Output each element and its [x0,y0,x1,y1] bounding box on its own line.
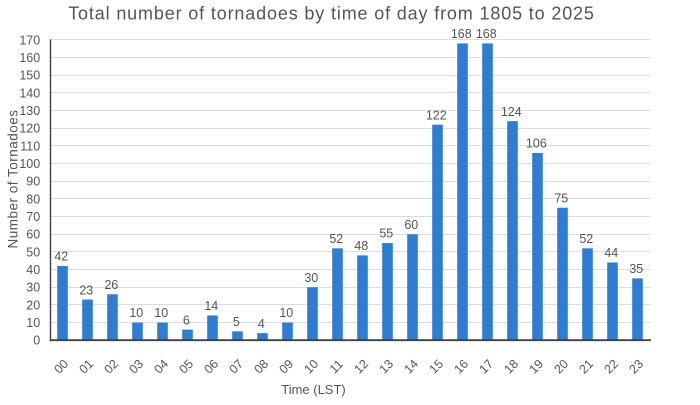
svg-text:120: 120 [19,122,40,136]
svg-text:60: 60 [26,228,40,242]
svg-text:80: 80 [26,192,40,206]
svg-text:150: 150 [19,69,40,83]
svg-text:Time (LST): Time (LST) [281,382,346,397]
svg-text:42: 42 [54,250,68,264]
svg-text:4: 4 [258,317,265,331]
svg-text:10: 10 [26,316,40,330]
svg-text:10: 10 [129,306,143,320]
svg-text:168: 168 [451,27,472,41]
svg-text:55: 55 [379,227,393,241]
svg-text:26: 26 [104,278,118,292]
svg-text:14: 14 [204,299,218,313]
svg-text:122: 122 [426,108,447,122]
svg-text:30: 30 [26,281,40,295]
svg-text:Total number of tornadoes by t: Total number of tornadoes by time of day… [68,3,595,23]
svg-text:48: 48 [354,239,368,253]
svg-text:6: 6 [183,313,190,327]
svg-text:52: 52 [579,232,593,246]
svg-text:Number of Tornadoes: Number of Tornadoes [6,109,21,248]
svg-text:110: 110 [20,139,40,153]
svg-text:160: 160 [19,51,40,65]
svg-text:30: 30 [304,271,318,285]
svg-text:90: 90 [26,175,40,189]
svg-text:23: 23 [79,283,93,297]
svg-text:5: 5 [233,315,240,329]
svg-text:140: 140 [19,86,40,100]
svg-text:106: 106 [526,137,547,151]
svg-text:0: 0 [33,334,40,348]
svg-text:35: 35 [629,262,643,276]
svg-text:20: 20 [26,298,40,312]
svg-text:44: 44 [604,246,618,260]
svg-text:130: 130 [19,104,40,118]
svg-text:10: 10 [154,306,168,320]
svg-text:52: 52 [329,232,343,246]
svg-text:75: 75 [554,191,568,205]
svg-text:10: 10 [279,306,293,320]
svg-text:50: 50 [26,245,40,259]
svg-text:60: 60 [404,218,418,232]
svg-text:168: 168 [476,27,497,41]
svg-text:124: 124 [501,105,522,119]
svg-text:70: 70 [26,210,40,224]
svg-text:170: 170 [19,33,40,47]
svg-text:40: 40 [26,263,40,277]
svg-text:100: 100 [19,157,40,171]
